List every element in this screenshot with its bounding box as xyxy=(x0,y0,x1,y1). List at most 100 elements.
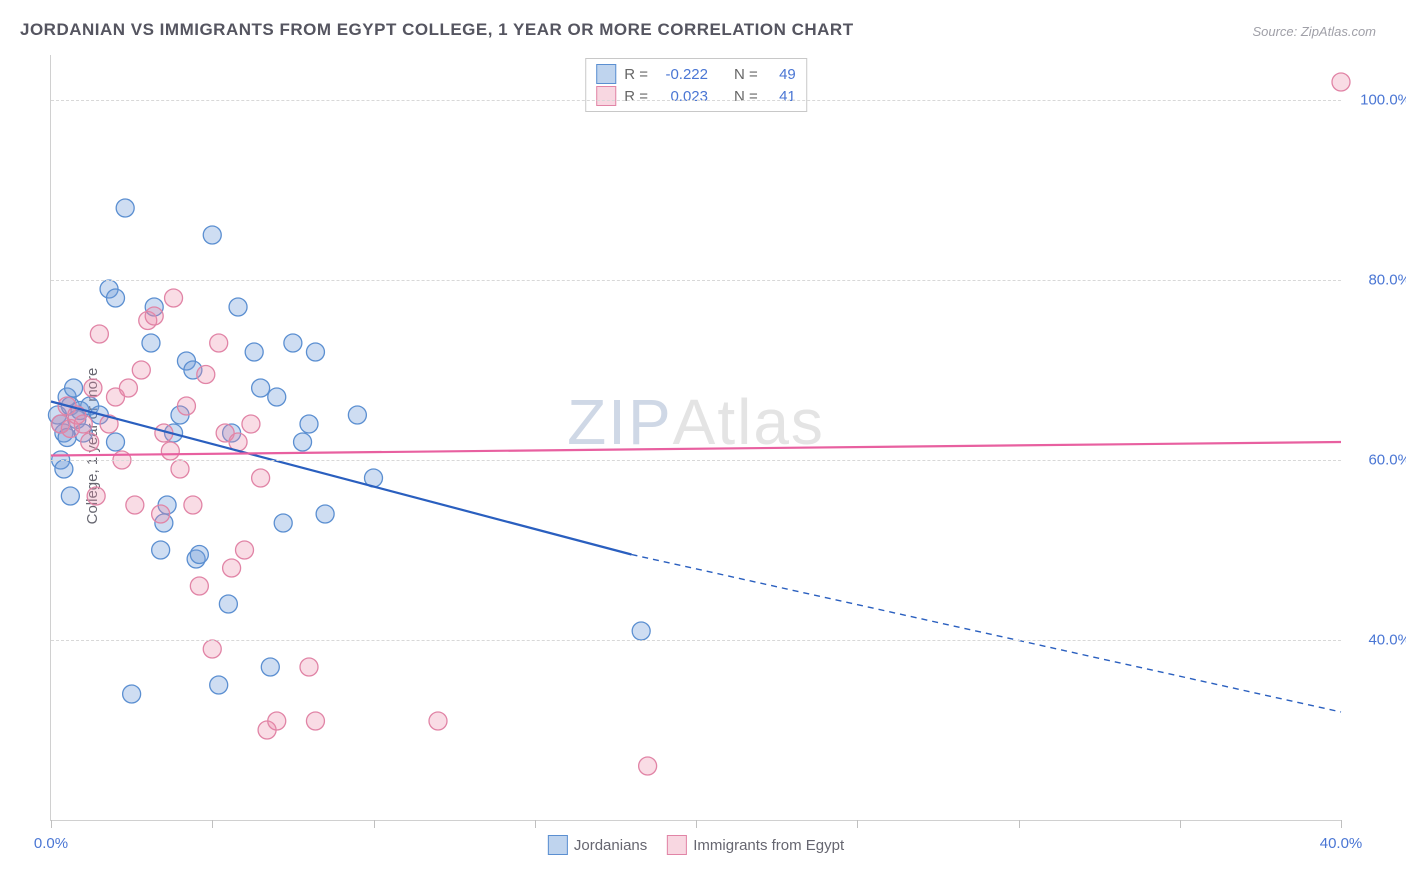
x-tick xyxy=(1019,820,1020,828)
data-point xyxy=(306,712,324,730)
data-point xyxy=(316,505,334,523)
data-point xyxy=(61,487,79,505)
data-point xyxy=(161,442,179,460)
legend-label: Immigrants from Egypt xyxy=(693,837,844,854)
data-point xyxy=(210,676,228,694)
plot-svg xyxy=(51,55,1341,820)
data-point xyxy=(1332,73,1350,91)
x-tick-label: 0.0% xyxy=(34,835,68,852)
data-point xyxy=(268,388,286,406)
data-point xyxy=(74,415,92,433)
data-point xyxy=(90,325,108,343)
data-point xyxy=(236,541,254,559)
data-point xyxy=(123,685,141,703)
data-point xyxy=(119,379,137,397)
x-tick xyxy=(374,820,375,828)
data-point xyxy=(203,226,221,244)
data-point xyxy=(142,334,160,352)
x-tick-label: 40.0% xyxy=(1320,835,1363,852)
data-point xyxy=(210,334,228,352)
data-point xyxy=(116,199,134,217)
y-tick-label: 100.0% xyxy=(1351,92,1406,109)
stats-legend: R = -0.222 N = 49 R = 0.023 N = 41 xyxy=(585,58,807,112)
data-point xyxy=(171,460,189,478)
gridline xyxy=(51,280,1341,281)
data-point xyxy=(268,712,286,730)
data-point xyxy=(152,541,170,559)
x-tick xyxy=(212,820,213,828)
x-tick xyxy=(857,820,858,828)
stat-r-label: R = xyxy=(624,88,648,105)
data-point xyxy=(165,289,183,307)
regression-line xyxy=(51,402,632,555)
gridline xyxy=(51,640,1341,641)
legend-swatch xyxy=(596,86,616,106)
y-tick-label: 40.0% xyxy=(1351,632,1406,649)
x-tick xyxy=(1341,820,1342,828)
correlation-chart: JORDANIAN VS IMMIGRANTS FROM EGYPT COLLE… xyxy=(0,0,1406,892)
data-point xyxy=(294,433,312,451)
data-point xyxy=(300,658,318,676)
data-point xyxy=(639,757,657,775)
chart-source: Source: ZipAtlas.com xyxy=(1252,24,1376,39)
chart-title: JORDANIAN VS IMMIGRANTS FROM EGYPT COLLE… xyxy=(20,20,854,40)
data-point xyxy=(632,622,650,640)
gridline xyxy=(51,460,1341,461)
legend-label: Jordanians xyxy=(574,837,647,854)
data-point xyxy=(126,496,144,514)
data-point xyxy=(429,712,447,730)
data-point xyxy=(203,640,221,658)
data-point xyxy=(242,415,260,433)
x-tick xyxy=(696,820,697,828)
stats-row: R = -0.222 N = 49 xyxy=(596,63,796,85)
data-point xyxy=(252,469,270,487)
y-tick-label: 60.0% xyxy=(1351,452,1406,469)
data-point xyxy=(87,487,105,505)
stats-row: R = 0.023 N = 41 xyxy=(596,85,796,107)
data-point xyxy=(261,658,279,676)
data-point xyxy=(152,505,170,523)
data-point xyxy=(197,366,215,384)
data-point xyxy=(229,298,247,316)
legend-item: Immigrants from Egypt xyxy=(667,835,844,855)
data-point xyxy=(223,559,241,577)
data-point xyxy=(190,546,208,564)
stat-n-label: N = xyxy=(734,66,758,83)
data-point xyxy=(177,397,195,415)
regression-line-extrapolated xyxy=(632,555,1342,713)
data-point xyxy=(55,460,73,478)
x-tick xyxy=(1180,820,1181,828)
data-point xyxy=(284,334,302,352)
stat-r-label: R = xyxy=(624,66,648,83)
data-point xyxy=(306,343,324,361)
stat-r-value: 0.023 xyxy=(656,88,708,105)
stat-n-value: 41 xyxy=(766,88,796,105)
data-point xyxy=(190,577,208,595)
plot-area: ZIPAtlas R =-0.222N =49R =0.023N =41 Jor… xyxy=(50,55,1341,821)
data-point xyxy=(274,514,292,532)
data-point xyxy=(107,433,125,451)
data-point xyxy=(219,595,237,613)
stat-r-value: -0.222 xyxy=(656,66,708,83)
x-tick xyxy=(535,820,536,828)
data-point xyxy=(107,289,125,307)
data-point xyxy=(145,307,163,325)
stat-n-value: 49 xyxy=(766,66,796,83)
data-point xyxy=(132,361,150,379)
legend-swatch xyxy=(667,835,687,855)
data-point xyxy=(81,433,99,451)
data-point xyxy=(65,379,83,397)
data-point xyxy=(252,379,270,397)
series-legend: Jordanians Immigrants from Egypt xyxy=(548,835,844,855)
legend-swatch xyxy=(596,64,616,84)
legend-swatch xyxy=(548,835,568,855)
stat-n-label: N = xyxy=(734,88,758,105)
y-tick-label: 80.0% xyxy=(1351,272,1406,289)
legend-item: Jordanians xyxy=(548,835,647,855)
data-point xyxy=(184,496,202,514)
data-point xyxy=(300,415,318,433)
data-point xyxy=(84,379,102,397)
x-tick xyxy=(51,820,52,828)
data-point xyxy=(245,343,263,361)
data-point xyxy=(348,406,366,424)
